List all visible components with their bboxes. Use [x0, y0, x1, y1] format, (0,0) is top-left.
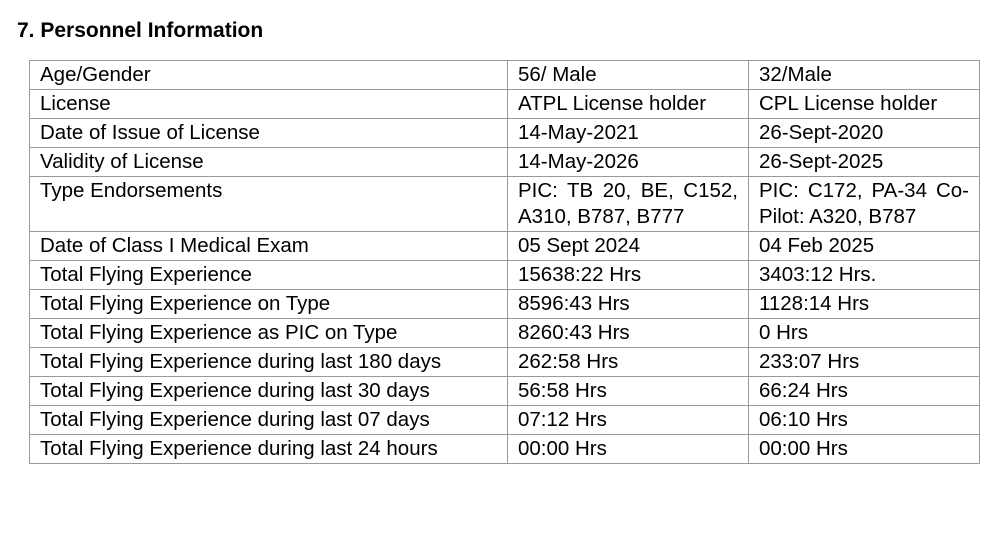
pilot2-value: 26-Sept-2020 [748, 118, 980, 148]
row-label: Total Flying Experience [29, 260, 508, 290]
pilot1-value: 07:12 Hrs [507, 405, 749, 435]
row-label: Total Flying Experience on Type [29, 289, 508, 319]
row-label: Total Flying Experience during last 180 … [29, 347, 508, 377]
row-label: Date of Issue of License [29, 118, 508, 148]
row-label: Date of Class I Medical Exam [29, 231, 508, 261]
pilot2-value: 32/Male [748, 60, 980, 90]
row-label: Total Flying Experience during last 30 d… [29, 376, 508, 406]
row-label: Total Flying Experience during last 07 d… [29, 405, 508, 435]
pilot1-value: 262:58 Hrs [507, 347, 749, 377]
personnel-info-table: Age/Gender 56/ Male 32/Male License ATPL… [29, 60, 980, 464]
pilot2-value: 06:10 Hrs [748, 405, 980, 435]
pilot2-value: 26-Sept-2025 [748, 147, 980, 177]
pilot2-value: 233:07 Hrs [748, 347, 980, 377]
pilot1-value: 8596:43 Hrs [507, 289, 749, 319]
pilot1-value: 14-May-2026 [507, 147, 749, 177]
row-label: Total Flying Experience during last 24 h… [29, 434, 508, 464]
pilot1-value: 14-May-2021 [507, 118, 749, 148]
row-label: Validity of License [29, 147, 508, 177]
section-title: 7. Personnel Information [17, 19, 264, 42]
table-row: Age/Gender 56/ Male 32/Male [29, 60, 980, 90]
table-row: Date of Class I Medical Exam 05 Sept 202… [29, 231, 980, 261]
pilot2-value: 00:00 Hrs [748, 434, 980, 464]
table-row: Date of Issue of License 14-May-2021 26-… [29, 118, 980, 148]
table-row: License ATPL License holder CPL License … [29, 89, 980, 119]
pilot1-value: 56/ Male [507, 60, 749, 90]
pilot1-endorsements: PIC: TB 20, BE, C152, A310, B787, B777 [507, 176, 749, 232]
row-label: Type Endorsements [29, 176, 508, 232]
pilot2-value: 0 Hrs [748, 318, 980, 348]
table-row: Total Flying Experience during last 180 … [29, 347, 980, 377]
row-label: License [29, 89, 508, 119]
row-label: Age/Gender [29, 60, 508, 90]
table-row: Validity of License 14-May-2026 26-Sept-… [29, 147, 980, 177]
pilot2-value: 66:24 Hrs [748, 376, 980, 406]
pilot1-value: 8260:43 Hrs [507, 318, 749, 348]
pilot2-value: 1128:14 Hrs [748, 289, 980, 319]
pilot1-value: 15638:22 Hrs [507, 260, 749, 290]
table-row: Total Flying Experience during last 30 d… [29, 376, 980, 406]
table-row: Type Endorsements PIC: TB 20, BE, C152, … [29, 176, 980, 232]
pilot2-value: 3403:12 Hrs. [748, 260, 980, 290]
table-row: Total Flying Experience as PIC on Type 8… [29, 318, 980, 348]
table-row: Total Flying Experience on Type 8596:43 … [29, 289, 980, 319]
pilot1-value: 00:00 Hrs [507, 434, 749, 464]
table-row: Total Flying Experience 15638:22 Hrs 340… [29, 260, 980, 290]
table-row: Total Flying Experience during last 07 d… [29, 405, 980, 435]
pilot1-value: 05 Sept 2024 [507, 231, 749, 261]
pilot2-value: CPL License holder [748, 89, 980, 119]
row-label: Total Flying Experience as PIC on Type [29, 318, 508, 348]
pilot1-value: ATPL License holder [507, 89, 749, 119]
table-row: Total Flying Experience during last 24 h… [29, 434, 980, 464]
pilot1-value: 56:58 Hrs [507, 376, 749, 406]
pilot2-endorsements: PIC: C172, PA-34 Co-Pilot: A320, B787 [748, 176, 980, 232]
pilot2-value: 04 Feb 2025 [748, 231, 980, 261]
